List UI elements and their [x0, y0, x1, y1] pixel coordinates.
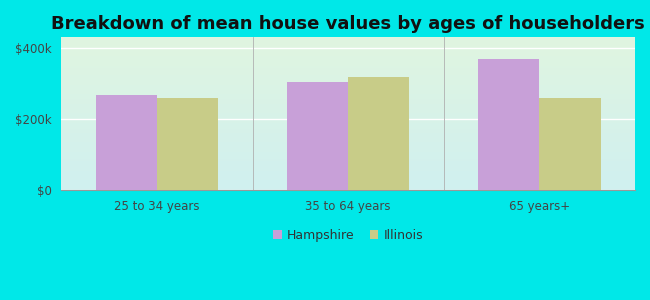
Bar: [287, 82, 348, 190]
Title: Breakdown of mean house values by ages of householders: Breakdown of mean house values by ages o…: [51, 15, 645, 33]
Bar: [540, 98, 601, 190]
Bar: [478, 59, 540, 190]
Legend: Hampshire, Illinois: Hampshire, Illinois: [268, 224, 428, 247]
Bar: [157, 98, 218, 190]
Bar: [96, 95, 157, 190]
Bar: [348, 77, 410, 190]
